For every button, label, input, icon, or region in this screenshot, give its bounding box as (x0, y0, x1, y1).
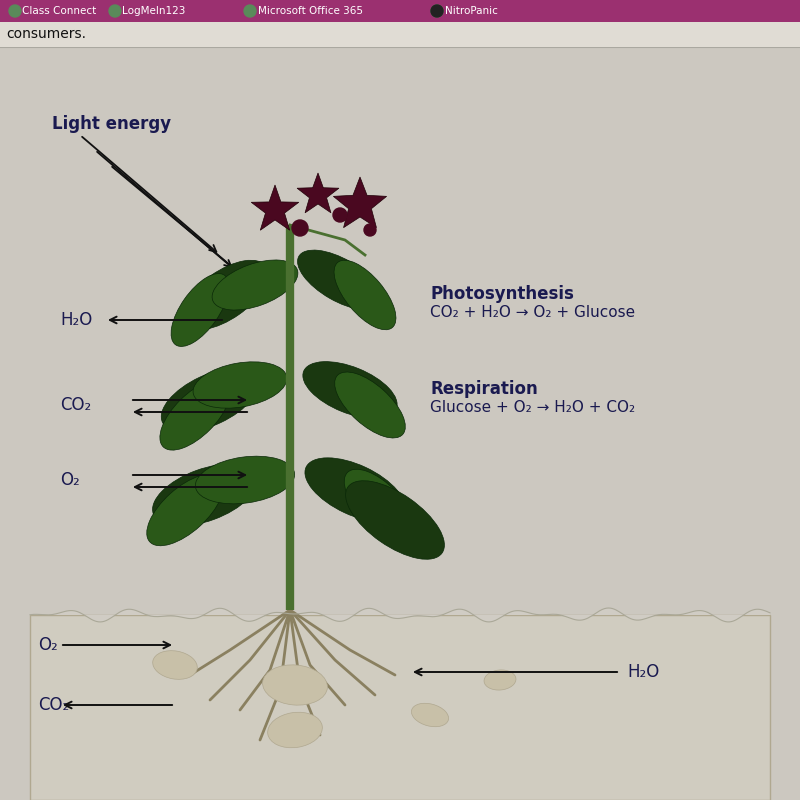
Ellipse shape (153, 464, 258, 526)
Circle shape (431, 5, 443, 17)
Circle shape (244, 5, 256, 17)
Ellipse shape (346, 481, 445, 559)
Text: Glucose + O₂ → H₂O + CO₂: Glucose + O₂ → H₂O + CO₂ (430, 400, 635, 415)
Polygon shape (334, 177, 386, 228)
Ellipse shape (182, 260, 268, 330)
Circle shape (9, 5, 21, 17)
Ellipse shape (146, 474, 223, 546)
Text: H₂O: H₂O (627, 663, 659, 681)
Ellipse shape (303, 362, 397, 418)
Ellipse shape (162, 368, 258, 432)
Text: CO₂: CO₂ (60, 396, 91, 414)
Ellipse shape (193, 362, 287, 408)
Circle shape (431, 5, 443, 17)
Text: LogMeIn123: LogMeIn123 (122, 6, 186, 16)
Text: NitroPanic: NitroPanic (445, 6, 498, 16)
Text: Microsoft Office 365: Microsoft Office 365 (258, 6, 363, 16)
Circle shape (292, 220, 308, 236)
Circle shape (109, 5, 121, 17)
Text: Respiration: Respiration (430, 380, 538, 398)
Text: CO₂ + H₂O → O₂ + Glucose: CO₂ + H₂O → O₂ + Glucose (430, 305, 635, 320)
Ellipse shape (344, 470, 416, 541)
Ellipse shape (160, 380, 230, 450)
Text: Photosynthesis: Photosynthesis (430, 285, 574, 303)
Ellipse shape (268, 712, 322, 748)
Text: O₂: O₂ (38, 636, 58, 654)
Ellipse shape (212, 260, 298, 310)
Ellipse shape (334, 260, 396, 330)
Circle shape (364, 224, 376, 236)
Text: Class Connect: Class Connect (22, 6, 96, 16)
Ellipse shape (305, 458, 405, 522)
Ellipse shape (195, 456, 294, 504)
Text: H₂O: H₂O (60, 311, 92, 329)
Text: Light energy: Light energy (52, 115, 171, 133)
Bar (0, 22, 800, 47)
Bar (30, 615, 770, 800)
Bar (0, 0, 800, 22)
Polygon shape (251, 185, 298, 230)
Polygon shape (297, 173, 339, 213)
Text: O₂: O₂ (60, 471, 80, 489)
Text: consumers.: consumers. (6, 27, 86, 42)
Ellipse shape (484, 670, 516, 690)
Circle shape (333, 208, 347, 222)
Ellipse shape (298, 250, 382, 310)
Ellipse shape (153, 650, 198, 679)
Ellipse shape (171, 274, 229, 346)
Ellipse shape (411, 703, 449, 726)
Ellipse shape (262, 665, 327, 705)
Text: CO₂: CO₂ (38, 696, 70, 714)
Ellipse shape (334, 372, 406, 438)
